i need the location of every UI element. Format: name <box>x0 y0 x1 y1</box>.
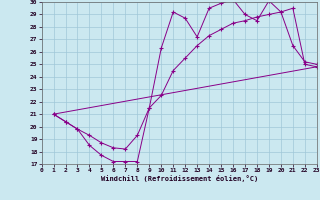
X-axis label: Windchill (Refroidissement éolien,°C): Windchill (Refroidissement éolien,°C) <box>100 175 258 182</box>
